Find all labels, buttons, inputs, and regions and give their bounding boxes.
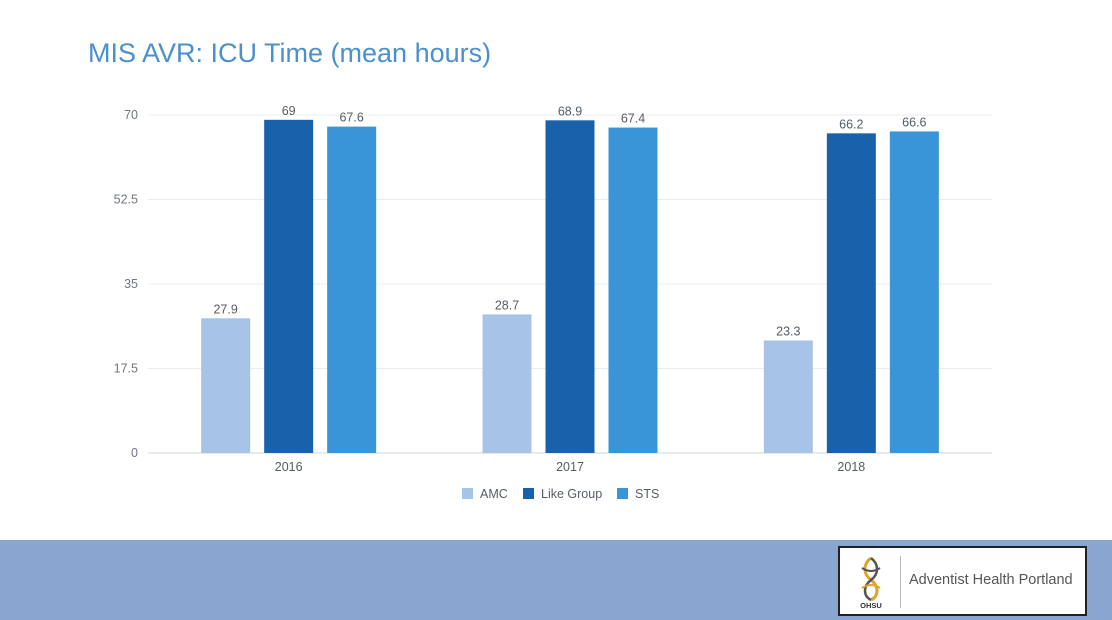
data-label: 23.3 <box>776 324 800 338</box>
data-label: 28.7 <box>495 298 519 312</box>
legend-swatch <box>617 488 628 499</box>
x-tick-label: 2018 <box>837 460 865 474</box>
ohsu-emblem-icon: OHSU <box>860 556 882 610</box>
y-tick-label: 35 <box>124 277 138 291</box>
bar <box>763 340 813 453</box>
x-tick-label: 2017 <box>556 460 584 474</box>
slide-title: MIS AVR: ICU Time (mean hours) <box>88 38 492 68</box>
y-tick-label: 52.5 <box>114 193 138 207</box>
data-label: 66.2 <box>839 117 863 131</box>
data-label: 27.9 <box>213 302 237 316</box>
legend-swatch <box>462 488 473 499</box>
logo-box: OHSU Adventist Health Portland <box>838 546 1087 616</box>
data-label: 67.4 <box>621 112 645 126</box>
y-tick-label: 70 <box>124 108 138 122</box>
x-tick-label: 2016 <box>275 460 303 474</box>
org-name: Adventist Health Portland <box>909 572 1073 588</box>
bar <box>327 126 377 454</box>
legend-label: AMC <box>480 487 508 501</box>
bar <box>264 119 314 453</box>
emblem-text: OHSU <box>860 601 882 610</box>
data-label: 69 <box>282 104 296 118</box>
logo-divider <box>900 556 901 608</box>
y-tick-label: 0 <box>131 446 138 460</box>
bar <box>826 133 876 453</box>
bar <box>201 318 251 453</box>
data-label: 66.6 <box>902 115 926 129</box>
bar <box>608 127 658 453</box>
legend-label: Like Group <box>541 487 602 501</box>
bar-chart: 0 17.5 35 52.5 70 27.9 69 67.6 2016 28.7 68.9 67.4 2… <box>114 104 992 501</box>
data-label: 67.6 <box>339 111 363 125</box>
legend-swatch <box>523 488 534 499</box>
bar <box>889 131 939 453</box>
legend-label: STS <box>635 487 659 501</box>
y-tick-label: 17.5 <box>114 362 138 376</box>
bar <box>482 314 532 453</box>
data-label: 68.9 <box>558 104 582 118</box>
bar <box>545 120 595 453</box>
